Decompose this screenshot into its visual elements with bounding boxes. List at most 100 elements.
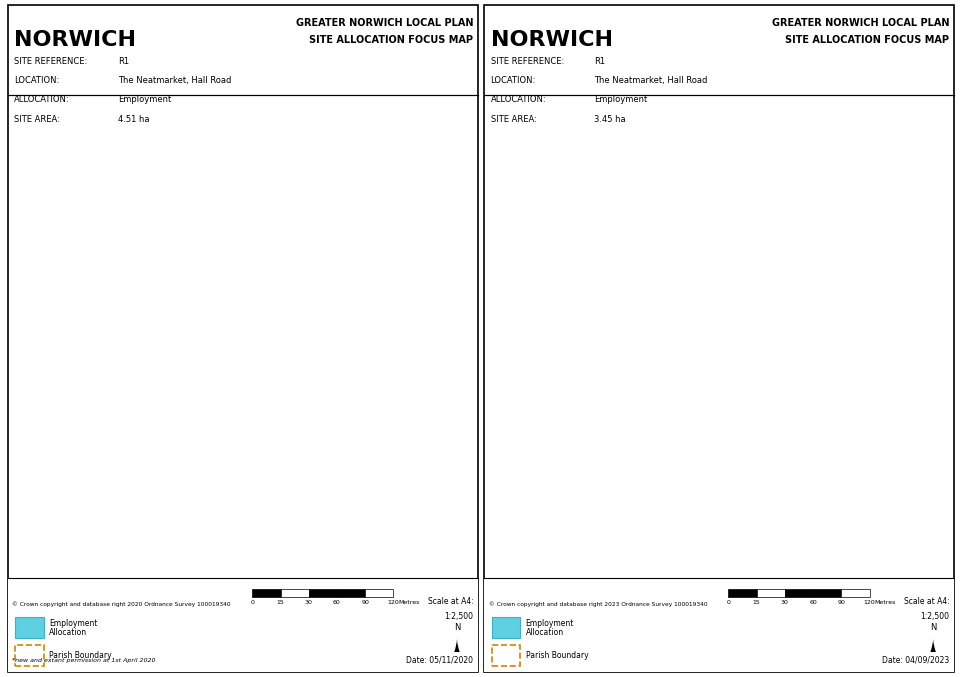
Text: SITE REFERENCE:: SITE REFERENCE: <box>14 57 87 66</box>
Bar <box>489 202 536 250</box>
Bar <box>836 192 893 240</box>
Bar <box>489 313 573 351</box>
Text: 0: 0 <box>727 600 731 605</box>
Bar <box>620 313 799 342</box>
Text: ALLOCATION:: ALLOCATION: <box>491 95 546 104</box>
Polygon shape <box>649 240 841 404</box>
Text: 1:2,500: 1:2,500 <box>921 613 949 621</box>
Text: 60: 60 <box>809 600 817 605</box>
Text: Metres: Metres <box>398 600 420 605</box>
Bar <box>134 125 191 173</box>
Bar <box>144 274 323 303</box>
Text: Employment: Employment <box>49 619 98 628</box>
Bar <box>360 114 417 173</box>
Bar <box>724 125 808 173</box>
Text: Date: 05/11/2020: Date: 05/11/2020 <box>406 655 473 664</box>
Bar <box>682 376 785 462</box>
Bar <box>196 125 243 173</box>
Bar <box>360 192 417 240</box>
Text: 4.51 ha: 4.51 ha <box>118 114 150 124</box>
Bar <box>893 414 940 462</box>
Bar <box>102 376 196 462</box>
Bar <box>611 216 808 351</box>
Bar <box>248 125 332 173</box>
Bar <box>351 376 407 462</box>
Bar <box>489 114 536 173</box>
Bar <box>620 225 799 265</box>
Bar <box>144 225 323 265</box>
Polygon shape <box>719 347 851 477</box>
Bar <box>64 114 102 173</box>
Polygon shape <box>215 337 347 467</box>
Bar <box>12 313 97 351</box>
Text: R1: R1 <box>594 57 606 66</box>
Polygon shape <box>125 240 337 395</box>
Text: 30: 30 <box>304 600 313 605</box>
Text: 120: 120 <box>388 600 399 605</box>
Bar <box>489 376 573 462</box>
Bar <box>417 414 464 462</box>
Bar <box>12 265 60 313</box>
Text: 120: 120 <box>864 600 876 605</box>
Text: 60: 60 <box>333 600 341 605</box>
Text: Metres: Metres <box>875 600 896 605</box>
Text: N: N <box>454 623 460 632</box>
Text: © Crown copyright and database right 2020 Ordnance Survey 100019340: © Crown copyright and database right 202… <box>12 602 231 607</box>
Text: Allocation: Allocation <box>525 628 564 637</box>
Text: *new and extant permission at 1st April 2020: *new and extant permission at 1st April … <box>12 658 156 663</box>
Polygon shape <box>27 255 134 337</box>
Text: Scale at A4:: Scale at A4: <box>427 597 473 607</box>
Bar <box>12 376 97 462</box>
Bar <box>205 376 309 462</box>
Text: LOCATION:: LOCATION: <box>491 76 536 85</box>
Text: SITE ALLOCATION FOCUS MAP: SITE ALLOCATION FOCUS MAP <box>785 35 949 45</box>
Bar <box>611 125 667 173</box>
Text: 1:2,500: 1:2,500 <box>444 613 473 621</box>
Text: LOCATION:: LOCATION: <box>14 76 60 85</box>
Text: SITE ALLOCATION FOCUS MAP: SITE ALLOCATION FOCUS MAP <box>309 35 473 45</box>
Text: R1: R1 <box>765 330 785 344</box>
Text: Employment: Employment <box>525 619 574 628</box>
Text: © Crown copyright and database right 2023 Ordnance Survey 100019340: © Crown copyright and database right 202… <box>489 602 708 607</box>
Text: Employment: Employment <box>594 95 647 104</box>
Text: Allocation: Allocation <box>49 628 87 637</box>
Text: 0: 0 <box>251 600 254 605</box>
Text: NORWICH: NORWICH <box>491 30 612 49</box>
Bar <box>421 114 468 173</box>
Text: Parish Boundary: Parish Boundary <box>525 651 588 660</box>
Text: 90: 90 <box>361 600 370 605</box>
Text: ALLOCATION:: ALLOCATION: <box>14 95 70 104</box>
Text: Date: 04/09/2023: Date: 04/09/2023 <box>882 655 949 664</box>
Bar <box>489 265 536 313</box>
Text: R1: R1 <box>256 330 276 344</box>
Text: 30: 30 <box>780 600 789 605</box>
Bar <box>672 125 719 173</box>
Text: GREATER NORWICH LOCAL PLAN: GREATER NORWICH LOCAL PLAN <box>296 18 473 28</box>
Text: 3.45 ha: 3.45 ha <box>594 114 626 124</box>
Text: 15: 15 <box>753 600 760 605</box>
Bar <box>540 202 578 250</box>
Text: GREATER NORWICH LOCAL PLAN: GREATER NORWICH LOCAL PLAN <box>772 18 949 28</box>
Bar <box>134 216 332 351</box>
Text: Parish Boundary: Parish Boundary <box>49 651 112 660</box>
Text: The Neatmarket, Hall Road: The Neatmarket, Hall Road <box>594 76 708 85</box>
Bar <box>898 114 945 173</box>
Bar <box>578 376 672 462</box>
Bar <box>64 202 102 250</box>
Bar <box>836 114 893 173</box>
Bar <box>540 114 578 173</box>
Text: SITE AREA:: SITE AREA: <box>491 114 537 124</box>
Text: NORWICH: NORWICH <box>14 30 136 49</box>
Text: The Neatmarket, Hall Road: The Neatmarket, Hall Road <box>118 76 231 85</box>
Text: SITE AREA:: SITE AREA: <box>14 114 60 124</box>
Bar <box>12 114 60 173</box>
Text: 90: 90 <box>837 600 846 605</box>
Bar <box>828 376 883 462</box>
Bar <box>12 202 60 250</box>
Text: 15: 15 <box>276 600 284 605</box>
Text: Employment: Employment <box>118 95 171 104</box>
Text: R1: R1 <box>118 57 130 66</box>
Text: SITE REFERENCE:: SITE REFERENCE: <box>491 57 564 66</box>
Text: N: N <box>930 623 936 632</box>
Bar <box>144 313 323 342</box>
